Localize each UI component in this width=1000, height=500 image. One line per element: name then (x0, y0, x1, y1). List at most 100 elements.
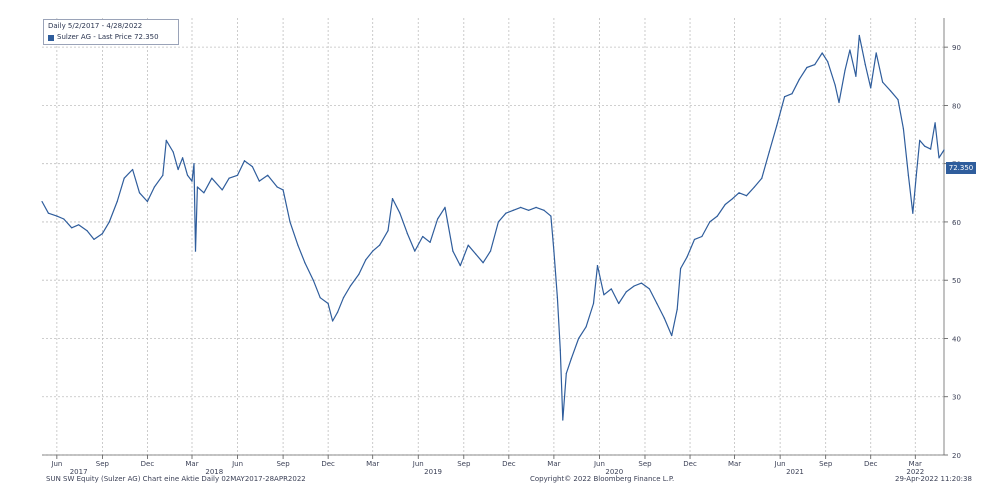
price-point (93, 238, 95, 241)
price-point (686, 256, 688, 258)
price-point (724, 203, 726, 206)
price-point (258, 180, 260, 182)
price-point (924, 145, 926, 147)
price-point (897, 98, 899, 101)
price-point (459, 265, 461, 267)
price-series (41, 34, 945, 421)
x-tick-label: Sep (276, 460, 290, 468)
price-point (162, 174, 164, 176)
price-point (304, 262, 306, 264)
price-point (870, 87, 872, 89)
price-point (444, 206, 446, 208)
footer-right: 29-Apr-2022 11:20:38 (895, 475, 972, 483)
price-point (640, 282, 643, 284)
axes (42, 18, 948, 459)
horizontal-gridlines (42, 46, 944, 456)
price-point (844, 69, 846, 72)
x-tick-label: Dec (864, 460, 878, 468)
price-point (783, 96, 786, 98)
price-point (436, 218, 439, 220)
price-point (663, 317, 665, 319)
price-point (181, 157, 184, 159)
x-tick-label: Sep (96, 460, 110, 468)
price-point (732, 198, 734, 200)
price-point (497, 221, 500, 223)
price-point (855, 75, 857, 77)
price-point (191, 180, 193, 182)
price-point (267, 174, 269, 176)
price-point (814, 64, 816, 66)
price-point (556, 297, 558, 299)
price-point (86, 230, 88, 232)
x-tick-label: Jun (412, 460, 424, 468)
price-point (319, 297, 321, 299)
price-point (693, 238, 696, 241)
price-point (553, 250, 555, 252)
price-point (372, 250, 374, 252)
x-tick-label: Dec (502, 460, 516, 468)
price-point (138, 192, 141, 194)
price-point (585, 326, 587, 328)
price-point (243, 160, 246, 162)
vertical-gridlines (56, 18, 916, 455)
year-label: 2017 (70, 468, 88, 476)
price-point (123, 177, 125, 179)
price-point (633, 285, 635, 287)
price-point (603, 294, 605, 296)
price-point (838, 101, 840, 104)
price-point (520, 206, 522, 208)
price-point (745, 195, 748, 197)
price-point (349, 285, 352, 287)
price-point (78, 224, 80, 226)
price-point (902, 128, 905, 130)
x-tick-label: Dec (141, 460, 155, 468)
price-point (414, 250, 416, 252)
price-point (592, 302, 595, 305)
year-label: 2021 (786, 468, 804, 476)
price-point (297, 244, 299, 246)
price-point (146, 200, 149, 203)
price-point (907, 174, 909, 176)
x-tick-labels: Jun Sep Dec Mar Jun Sep Dec Mar Jun Sep Dec Mar Jun S… (50, 460, 922, 468)
price-point (452, 250, 454, 252)
price-point (676, 308, 678, 310)
price-point (489, 250, 492, 252)
price-point (882, 81, 884, 83)
legend-series-swatch (48, 34, 54, 41)
x-tick-label: Sep (457, 460, 471, 468)
price-point (738, 192, 740, 194)
price-point (406, 232, 408, 235)
y-tick-labels: 2030405060708090 (952, 44, 961, 460)
price-point (559, 349, 561, 351)
price-point (108, 221, 110, 223)
price-point (186, 174, 189, 176)
price-point (858, 34, 860, 37)
x-tick-label: Jun (593, 460, 605, 468)
legend: Daily 5/2/2017 - 4/28/2022 Sulzer AG - L… (43, 19, 179, 45)
price-point (194, 250, 197, 252)
price-point (251, 165, 254, 168)
year-label: 2020 (605, 468, 623, 476)
x-tick-label: Jun (231, 460, 243, 468)
year-labels: 2017 2018 2019 2020 2021 2022 (70, 468, 924, 476)
price-point (236, 174, 239, 176)
price-point (276, 186, 278, 188)
price-point (875, 52, 877, 54)
y-tick-label: 80 (952, 102, 961, 110)
price-point (915, 174, 917, 176)
price-point (625, 291, 627, 293)
x-tick-label: Dec (321, 460, 335, 468)
legend-series-label: Sulzer AG - Last Price 72.350 (57, 33, 159, 41)
year-label: 2019 (424, 468, 442, 476)
price-point (716, 215, 718, 217)
legend-date-range: Daily 5/2/2017 - 4/28/2022 (48, 22, 143, 30)
price-point (680, 267, 682, 270)
price-point (791, 93, 793, 95)
price-point (387, 230, 389, 232)
legend-date-range-row: Daily 5/2/2017 - 4/28/2022 (48, 21, 174, 32)
x-tick-label: Mar (728, 460, 741, 468)
price-point (761, 177, 763, 179)
x-tick-label: Mar (366, 460, 379, 468)
price-point (849, 49, 851, 51)
price-point (56, 215, 58, 217)
